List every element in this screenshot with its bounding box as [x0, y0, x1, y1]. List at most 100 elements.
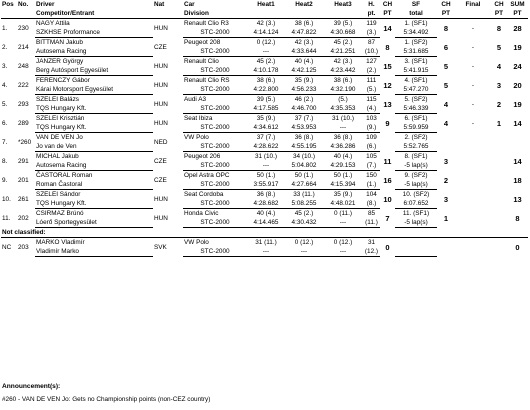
heat2-time-cell: --- [285, 247, 323, 257]
header-heat3: Heat3 [334, 1, 352, 8]
result-row-sub: Roman Častoral STC-2000 3:55.917 4:27.664 4:… [1, 180, 528, 190]
driver-cell: BITTMAN Jakub [36, 39, 83, 46]
header-row: Pos No. Driver Nat Car Heat1 Heat2 Heat3… [1, 0, 528, 9]
final-cell [455, 190, 491, 209]
ch-points-heats-cell: 15 [383, 61, 392, 71]
heat1-points-cell: 31 (11.) [255, 239, 277, 246]
result-row: 10. 261 SZELEI Sándor HUN Seat Cordoba 36 (8.… [1, 190, 528, 203]
heat2-time-cell: 4:33.644 [285, 47, 323, 57]
ch-points-final-cell: 3 [496, 80, 502, 90]
car-number-cell: 291 [18, 157, 29, 165]
position-cell: 3. [2, 62, 8, 70]
heat3-points-cell: 31 (10.) [331, 115, 355, 122]
semifinal-total-cell: -5 lap(s) [395, 180, 437, 190]
header-sf1: SF [411, 1, 421, 8]
heat1-time-cell: --- [247, 247, 285, 257]
heat3-time-cell: 4:15.394 [323, 180, 363, 190]
position-cell: 8. [2, 157, 8, 165]
ch-points-heats-cell [380, 133, 395, 152]
driver-cell: SZELEI Sándor [36, 191, 81, 198]
semifinal-cell: 11. (SF1) [402, 210, 430, 217]
position-cell: 10. [2, 195, 11, 203]
sum-points-cell [507, 133, 528, 152]
car-number-cell: 202 [18, 214, 29, 222]
ch-points-heats-cell: 7 [385, 213, 390, 223]
heat2-points-cell: 33 (11.) [293, 191, 315, 198]
final-cell: - [471, 62, 475, 70]
ch-points-heats-cell: 16 [383, 175, 392, 185]
result-row: 4. 222 FERENCZY Gábor HUN Renault Clio RS 38 … [1, 76, 528, 89]
heat-rank-cell: (1.) [363, 180, 380, 190]
header-nat: Nat [154, 1, 165, 8]
announcements-title: Announcement(s): [2, 383, 61, 390]
semifinal-total-cell: 6:07.652 [395, 199, 437, 209]
nationality-cell: HUN [154, 214, 168, 222]
heat3-time-cell: 4:21.251 [323, 47, 363, 57]
heat3-time-cell: 4:30.668 [323, 28, 363, 38]
semifinal-total-cell: 5:47.270 [395, 85, 437, 95]
heat3-points-cell: 0 (11.) [334, 210, 352, 217]
heat-points-total-cell: 105 [366, 153, 377, 160]
heat2-points-cell: 36 (8.) [294, 134, 314, 141]
nationality-cell: NED [154, 138, 168, 146]
car-number-cell: 203 [18, 243, 29, 251]
result-row: 11. 202 CSIRMAZ Brúnó HUN Honda Civic 40 (4.)… [1, 209, 528, 222]
heat-rank-cell: (7.) [363, 161, 380, 171]
header-chpt2a: CH [441, 1, 451, 8]
ch-points-final-cell [491, 133, 507, 152]
car-cell: Seat Cordoba [184, 191, 224, 198]
ch-points-heats-cell: 12 [383, 80, 392, 90]
semifinal-cell: 10. (SF2) [402, 191, 430, 198]
semifinal-cell: 5. (SF2) [404, 96, 428, 103]
ch-points-final-cell: 2 [496, 99, 502, 109]
heat2-time-cell: 4:42.125 [285, 66, 323, 76]
sum-points-cell: 8 [515, 213, 520, 223]
heat3-points-cell: 38 (6.) [333, 77, 353, 84]
position-cell: 4. [2, 81, 8, 89]
final-cell: - [471, 119, 475, 127]
position-cell: 6. [2, 119, 8, 127]
heat2-points-cell: 35 (9.) [294, 77, 314, 84]
heat1-points-cell: 35 (9.) [256, 115, 276, 122]
semifinal-cell: 1. (SF1) [404, 20, 428, 27]
result-row-sub: Jo van de Ven STC-2000 4:28.622 4:55.195 4:3… [1, 142, 528, 152]
heat3-points-cell: 35 (9.) [333, 191, 353, 198]
heat3-time-cell: 4:32.190 [323, 85, 363, 95]
heat-points-total-cell: 127 [366, 58, 377, 65]
heat-points-total-cell: 109 [366, 134, 377, 141]
final-cell: - [471, 81, 475, 89]
header-chpt1a: CH [382, 1, 393, 8]
car-number-cell: 289 [18, 119, 29, 127]
driver-cell: SZELEI Krisztián [36, 115, 85, 122]
ch-points-final-cell [491, 152, 507, 171]
header-row-2: Competitor/Entrant Division pt. PT total… [1, 9, 528, 19]
final-cell: - [471, 100, 475, 108]
header-heat2: Heat2 [295, 1, 313, 8]
header-car: Car [184, 1, 195, 8]
division-cell: STC-2000 [183, 104, 247, 114]
nationality-cell: HUN [154, 119, 168, 127]
heat-points-total-cell: 119 [366, 20, 377, 27]
results-table: Pos No. Driver Nat Car Heat1 Heat2 Heat3… [1, 0, 528, 257]
car-number-cell: 261 [18, 195, 29, 203]
position-cell: 1. [2, 24, 8, 32]
final-cell: - [471, 43, 475, 51]
heat2-time-cell: 5:08.255 [285, 199, 323, 209]
car-cell: Honda Civic [184, 210, 219, 217]
position-cell: 7. [2, 138, 8, 146]
heat3-points-cell: (5.) [338, 96, 348, 103]
division-cell: STC-2000 [183, 142, 247, 152]
header-no: No. [18, 1, 29, 8]
car-cell: VW Polo [184, 134, 209, 141]
semifinal-cell: 3. (SF1) [404, 58, 428, 65]
semifinal-total-cell [395, 247, 437, 257]
heat1-points-cell: 40 (4.) [256, 210, 276, 217]
heat1-time-cell: 4:14.465 [247, 218, 285, 228]
car-number-cell: 230 [18, 24, 29, 32]
heat1-points-cell: 0 (12.) [256, 39, 276, 46]
car-cell: Peugeot 208 [184, 39, 221, 46]
sum-points-cell: 20 [513, 80, 522, 90]
header-hpt2: pt. [363, 9, 380, 19]
sum-points-cell: 18 [513, 175, 522, 185]
heat1-points-cell: 36 (8.) [256, 191, 276, 198]
